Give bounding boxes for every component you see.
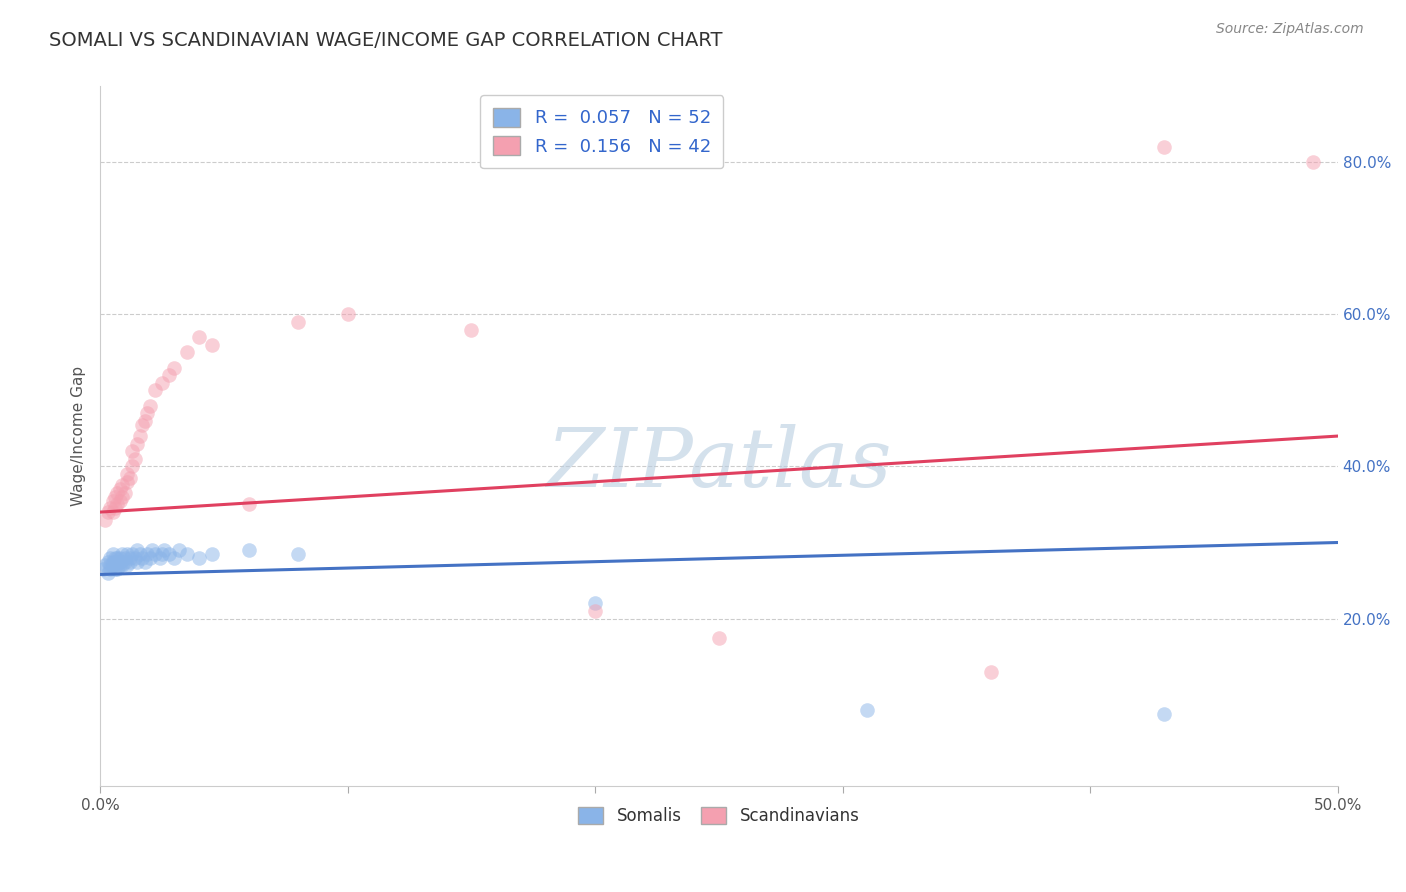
Point	[128, 547, 150, 561]
Y-axis label: Wage/Income Gap: Wage/Income Gap	[72, 366, 86, 506]
Point	[163, 550, 186, 565]
Point	[159, 368, 181, 383]
Point	[108, 550, 131, 565]
Point	[107, 562, 129, 576]
Point	[114, 486, 136, 500]
Point	[107, 550, 129, 565]
Point	[287, 547, 309, 561]
Point	[134, 554, 156, 568]
Point	[107, 486, 129, 500]
Point	[121, 459, 143, 474]
Point	[96, 554, 118, 568]
Point	[108, 483, 131, 497]
Text: SOMALI VS SCANDINAVIAN WAGE/INCOME GAP CORRELATION CHART: SOMALI VS SCANDINAVIAN WAGE/INCOME GAP C…	[49, 31, 723, 50]
Point	[127, 543, 149, 558]
Text: ZIPatlas: ZIPatlas	[546, 424, 891, 504]
Point	[143, 547, 166, 561]
Point	[104, 490, 127, 504]
Point	[176, 547, 198, 561]
Point	[111, 478, 134, 492]
Point	[188, 550, 211, 565]
Point	[131, 417, 153, 432]
Point	[856, 703, 879, 717]
Point	[117, 467, 139, 481]
Point	[200, 547, 222, 561]
Point	[134, 414, 156, 428]
Point	[96, 505, 118, 519]
Point	[118, 471, 141, 485]
Text: Source: ZipAtlas.com: Source: ZipAtlas.com	[1216, 22, 1364, 37]
Point	[287, 315, 309, 329]
Point	[104, 550, 127, 565]
Point	[107, 498, 129, 512]
Legend: Somalis, Scandinavians: Somalis, Scandinavians	[569, 798, 868, 833]
Point	[127, 436, 149, 450]
Point	[980, 665, 1002, 679]
Point	[136, 547, 159, 561]
Point	[121, 444, 143, 458]
Point	[104, 501, 127, 516]
Point	[104, 558, 127, 573]
Point	[114, 550, 136, 565]
Point	[108, 558, 131, 573]
Point	[238, 543, 260, 558]
Point	[150, 547, 173, 561]
Point	[108, 554, 131, 568]
Point	[1153, 706, 1175, 721]
Point	[118, 550, 141, 565]
Point	[131, 550, 153, 565]
Point	[138, 550, 160, 565]
Point	[117, 475, 139, 489]
Point	[163, 360, 186, 375]
Point	[143, 384, 166, 398]
Point	[94, 558, 117, 573]
Point	[1153, 140, 1175, 154]
Point	[583, 604, 606, 618]
Point	[138, 399, 160, 413]
Point	[238, 498, 260, 512]
Point	[188, 330, 211, 344]
Point	[111, 547, 134, 561]
Point	[104, 562, 127, 576]
Point	[94, 513, 117, 527]
Point	[111, 558, 134, 573]
Point	[124, 451, 146, 466]
Point	[101, 493, 124, 508]
Point	[91, 562, 114, 576]
Point	[200, 338, 222, 352]
Point	[153, 543, 176, 558]
Point	[101, 505, 124, 519]
Point	[159, 547, 181, 561]
Point	[136, 406, 159, 420]
Point	[117, 547, 139, 561]
Point	[111, 490, 134, 504]
Point	[141, 543, 163, 558]
Point	[150, 376, 173, 390]
Point	[98, 562, 121, 576]
Point	[101, 558, 124, 573]
Point	[583, 596, 606, 610]
Point	[118, 554, 141, 568]
Point	[148, 550, 170, 565]
Point	[336, 308, 359, 322]
Point	[128, 429, 150, 443]
Point	[96, 566, 118, 580]
Point	[169, 543, 191, 558]
Point	[176, 345, 198, 359]
Point	[98, 558, 121, 573]
Point	[1302, 155, 1324, 169]
Point	[101, 547, 124, 561]
Point	[460, 323, 482, 337]
Point	[117, 558, 139, 573]
Point	[124, 550, 146, 565]
Point	[101, 554, 124, 568]
Point	[707, 631, 730, 645]
Point	[107, 554, 129, 568]
Point	[108, 493, 131, 508]
Point	[121, 547, 143, 561]
Point	[98, 501, 121, 516]
Point	[127, 554, 149, 568]
Point	[98, 550, 121, 565]
Point	[114, 554, 136, 568]
